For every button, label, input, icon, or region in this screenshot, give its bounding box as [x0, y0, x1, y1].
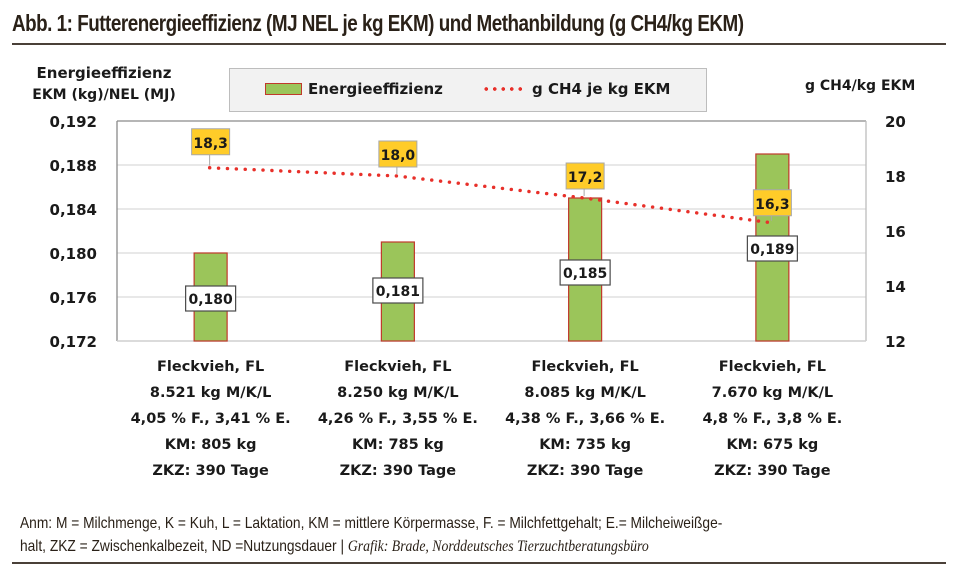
legend-item-ch4: g CH4 je kg EKM	[482, 80, 670, 98]
bar-data-label: 0,189	[750, 242, 794, 258]
category-label-line: 8.250 kg M/K/L	[337, 385, 459, 401]
y-axis-left-label-line2: EKM (kg)/NEL (MJ)	[32, 87, 176, 103]
bar-data-label: 0,185	[563, 266, 607, 282]
category-label-line: ZKZ: 390 Tage	[526, 463, 644, 479]
title-rule	[12, 43, 946, 45]
category-label-line: Fleckvieh, FL	[718, 359, 826, 375]
figure-title: Abb. 1: Futterenergieeffizienz (MJ NEL j…	[12, 10, 744, 36]
plot-area	[117, 121, 866, 341]
ch4-data-label: 18,0	[381, 148, 416, 164]
legend: Energieeffizienz g CH4 je kg EKM	[229, 68, 707, 112]
legend-bar-swatch	[265, 83, 302, 95]
category-label-line: Fleckvieh, FL	[344, 359, 452, 375]
y-tick-left: 0,188	[50, 157, 97, 175]
note-line-2: halt, ZKZ = Zwischenkalbezeit, ND =Nutzu…	[20, 535, 722, 558]
y-tick-right: 14	[885, 278, 906, 296]
bar-label-box	[746, 235, 798, 262]
category-label-line: ZKZ: 390 Tage	[339, 463, 457, 479]
ch4-label-box	[191, 128, 231, 156]
ch4-line	[207, 166, 774, 225]
category-label-line: 4,05 % F., 3,41 % E.	[130, 411, 291, 427]
legend-label: Energieeffizienz	[308, 80, 443, 98]
figure-note: Anm: M = Milchmenge, K = Kuh, L = Laktat…	[20, 512, 722, 558]
bar-label-box	[559, 259, 611, 286]
category-label-line: ZKZ: 390 Tage	[714, 463, 831, 479]
ch4-label-box	[565, 162, 605, 190]
y-axis-left-label-line1: Energieeffizienz	[36, 64, 172, 82]
bottom-rule	[12, 562, 946, 564]
ch4-data-label: 18,3	[193, 136, 228, 152]
legend-label: g CH4 je kg EKM	[532, 80, 671, 98]
y-tick-left: 0,176	[50, 289, 97, 307]
category-label-line: ZKZ: 390 Tage	[152, 463, 269, 479]
y-tick-right: 20	[885, 113, 906, 131]
category-label-line: 8.085 kg M/K/L	[524, 385, 646, 401]
credit: Grafik: Brade, Norddeutsches Tierzuchtbe…	[347, 538, 649, 555]
category-label-line: 4,38 % F., 3,66 % E.	[505, 411, 666, 427]
category-label-line: 4,26 % F., 3,55 % E.	[317, 411, 478, 427]
y-tick-right: 12	[885, 333, 906, 351]
legend-item-energieeffizienz: Energieeffizienz	[265, 80, 443, 98]
category-label-line: KM: 785 kg	[351, 437, 444, 453]
ch4-data-label: 16,3	[755, 197, 790, 213]
y-tick-left: 0,192	[50, 113, 97, 131]
y-tick-left: 0,172	[50, 333, 97, 351]
y-tick-left: 0,184	[50, 201, 97, 219]
category-label: Fleckvieh, FL 8.521 kg M/K/L 4,05 % F., 3,…	[111, 354, 311, 484]
note-line-2-text: halt, ZKZ = Zwischenkalbezeit, ND =Nutzu…	[20, 538, 337, 555]
bar-data-label: 0,180	[188, 292, 233, 308]
category-label-line: 8.521 kg M/K/L	[149, 385, 272, 401]
y-tick-left: 0,180	[50, 245, 97, 263]
ch4-data-label: 17,2	[568, 170, 603, 186]
category-label: Fleckvieh, FL 8.085 kg M/K/L 4,38 % F., 3,…	[485, 354, 685, 484]
y-tick-right: 16	[885, 223, 906, 241]
category-label: Fleckvieh, FL 8.250 kg M/K/L 4,26 % F., 3,…	[298, 354, 498, 484]
category-label-line: 4,8 % F., 3,8 % E.	[702, 411, 843, 427]
category-label-line: KM: 675 kg	[726, 437, 819, 453]
bar-label-box	[185, 285, 237, 312]
bar-label-box	[372, 277, 424, 304]
y-axis-right-label: g CH4/kg EKM	[805, 78, 916, 94]
note-separator: |	[336, 538, 348, 555]
ch4-label-box	[378, 140, 418, 168]
note-line-1: Anm: M = Milchmenge, K = Kuh, L = Laktat…	[20, 515, 723, 532]
category-label-line: KM: 805 kg	[164, 437, 257, 453]
category-label-line: Fleckvieh, FL	[531, 359, 639, 375]
category-label-line: 7.670 kg M/K/L	[711, 385, 834, 401]
y-tick-right: 18	[885, 168, 906, 186]
legend-dotted-line-swatch	[482, 87, 524, 91]
ch4-label-box	[752, 189, 792, 217]
category-label-line: Fleckvieh, FL	[157, 359, 265, 375]
category-label: Fleckvieh, FL 7.670 kg M/K/L 4,8 % F., 3,8…	[672, 354, 872, 484]
bar-data-label: 0,181	[376, 284, 420, 300]
category-label-line: KM: 735 kg	[539, 437, 632, 453]
y-axis-left-label: Energieeffizienz EKM (kg)/NEL (MJ)	[14, 62, 194, 106]
